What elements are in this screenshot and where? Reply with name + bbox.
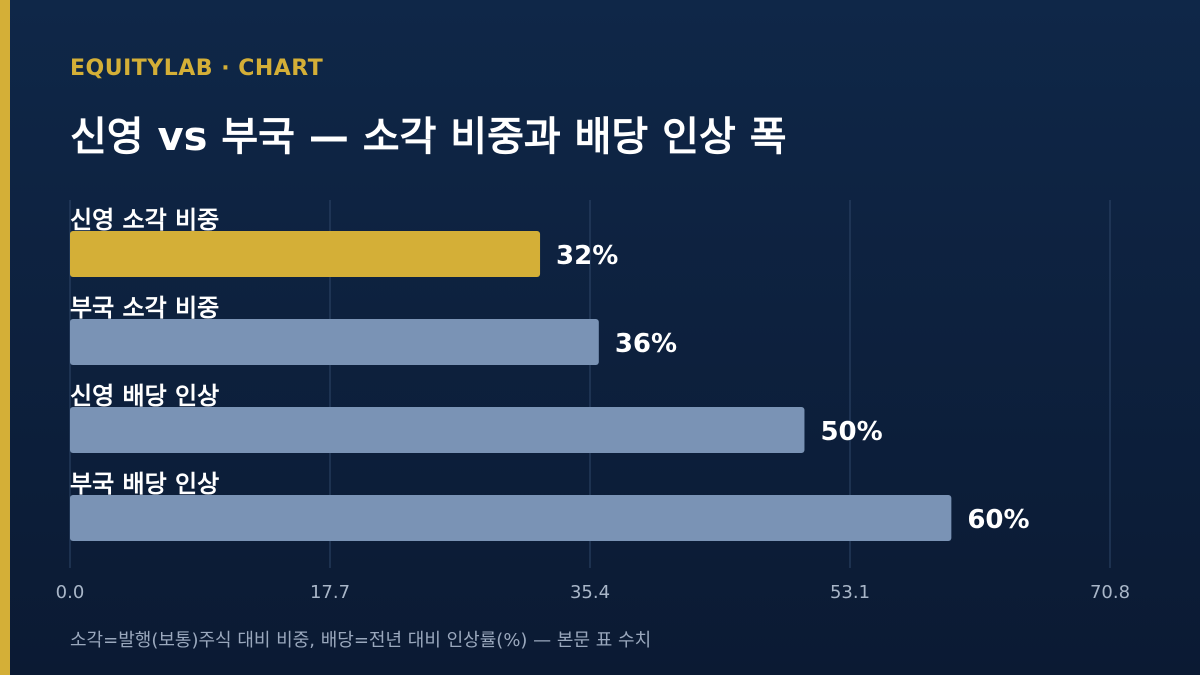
value-label: 60% bbox=[967, 505, 1029, 535]
x-tick-label: 35.4 bbox=[570, 582, 610, 603]
brand-label: EQUITYLAB · CHART bbox=[70, 56, 324, 81]
category-label: 부국 소각 비중 bbox=[70, 294, 219, 322]
value-label: 50% bbox=[820, 417, 882, 447]
bar bbox=[70, 319, 599, 365]
bar bbox=[70, 495, 952, 541]
chart-title: 신영 vs 부국 — 소각 비중과 배당 인상 폭 bbox=[70, 114, 787, 160]
x-tick-label: 53.1 bbox=[830, 582, 870, 603]
footnote: 소각=발행(보통)주식 대비 비중, 배당=전년 대비 인상률(%) — 본문 … bbox=[70, 630, 652, 651]
bar bbox=[70, 407, 805, 453]
category-label: 부국 배당 인상 bbox=[70, 470, 219, 498]
x-tick-label: 70.8 bbox=[1090, 582, 1130, 603]
category-label: 신영 배당 인상 bbox=[70, 382, 219, 410]
category-label: 신영 소각 비중 bbox=[70, 206, 219, 234]
x-tick-label: 0.0 bbox=[56, 582, 85, 603]
accent-bar bbox=[0, 0, 10, 675]
x-tick-label: 17.7 bbox=[310, 582, 350, 603]
bar bbox=[70, 231, 541, 277]
value-label: 36% bbox=[615, 329, 677, 359]
value-label: 32% bbox=[556, 241, 618, 271]
